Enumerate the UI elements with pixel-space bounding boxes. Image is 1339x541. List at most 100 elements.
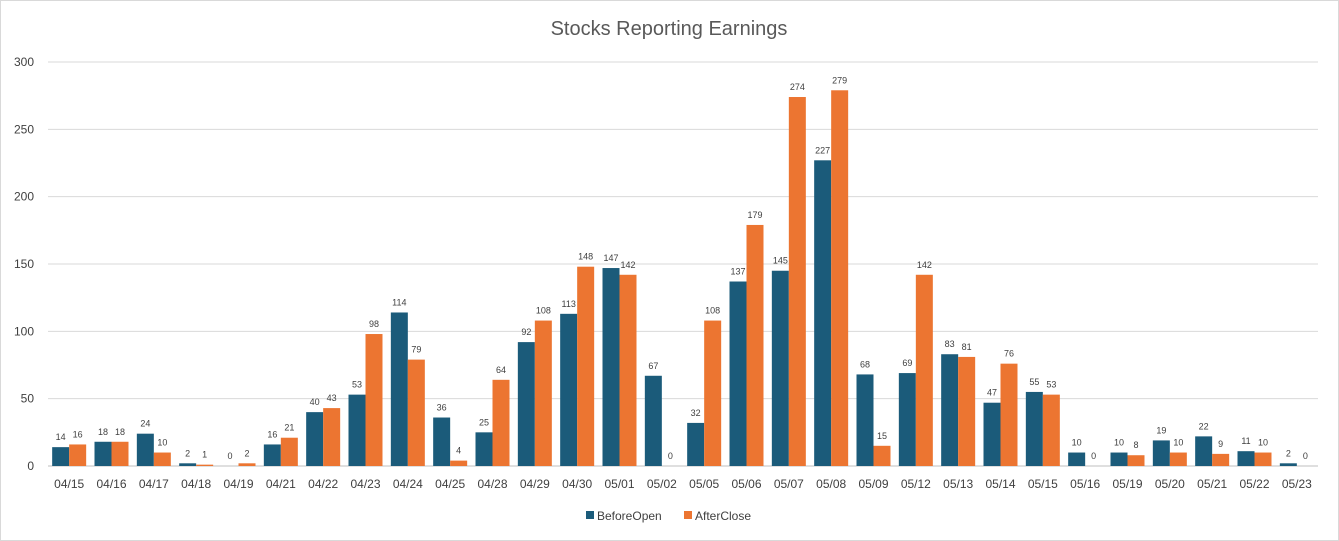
bar-beforeopen bbox=[644, 375, 662, 466]
bar-beforeopen bbox=[94, 441, 112, 466]
data-label: 79 bbox=[411, 345, 421, 355]
data-label: 179 bbox=[747, 210, 762, 220]
data-label: 142 bbox=[917, 260, 932, 270]
data-label: 14 bbox=[56, 432, 66, 442]
bar-beforeopen bbox=[771, 270, 789, 466]
bar-afterclose bbox=[1042, 394, 1060, 466]
data-label: 43 bbox=[327, 393, 337, 403]
chart-title: Stocks Reporting Earnings bbox=[551, 18, 788, 40]
data-label: 0 bbox=[1091, 451, 1096, 461]
x-tick-label: 05/12 bbox=[901, 477, 931, 491]
bar-beforeopen bbox=[263, 444, 281, 466]
x-tick-label: 04/25 bbox=[435, 477, 465, 491]
data-label: 32 bbox=[691, 408, 701, 418]
x-tick-label: 05/23 bbox=[1282, 477, 1312, 491]
bar-beforeopen bbox=[941, 354, 959, 466]
bar-afterclose bbox=[1127, 455, 1145, 466]
y-tick-label: 300 bbox=[14, 55, 34, 69]
legend-swatch bbox=[586, 511, 594, 519]
x-tick-label: 04/30 bbox=[562, 477, 592, 491]
data-label: 114 bbox=[392, 297, 406, 307]
bar-beforeopen bbox=[517, 342, 535, 466]
bar-afterclose bbox=[365, 334, 383, 466]
data-label: 279 bbox=[832, 75, 847, 85]
bar-beforeopen bbox=[1237, 451, 1255, 466]
bar-afterclose bbox=[111, 441, 129, 466]
bar-beforeopen bbox=[1279, 463, 1297, 466]
legend-label: AfterClose bbox=[695, 509, 751, 523]
bar-beforeopen bbox=[348, 394, 366, 466]
x-tick-label: 05/19 bbox=[1112, 477, 1142, 491]
legend-item-afterclose: AfterClose bbox=[684, 509, 751, 523]
data-label: 142 bbox=[620, 260, 635, 270]
bar-beforeopen bbox=[602, 268, 620, 466]
bar-afterclose bbox=[788, 97, 806, 466]
bar-afterclose bbox=[1000, 363, 1018, 466]
x-tick-label: 05/21 bbox=[1197, 477, 1227, 491]
data-label: 2 bbox=[244, 448, 249, 458]
data-label: 55 bbox=[1029, 377, 1039, 387]
data-label: 76 bbox=[1004, 349, 1014, 359]
bar-afterclose bbox=[1169, 452, 1187, 466]
bar-afterclose bbox=[915, 274, 933, 466]
data-label: 92 bbox=[521, 327, 531, 337]
x-tick-label: 05/02 bbox=[647, 477, 677, 491]
bar-afterclose bbox=[704, 320, 722, 466]
bar-afterclose bbox=[492, 379, 510, 466]
bar-beforeopen bbox=[560, 313, 578, 466]
bar-beforeopen bbox=[1068, 452, 1086, 466]
data-label: 9 bbox=[1218, 439, 1223, 449]
y-axis: 0 50 100 150 200 250 300 bbox=[14, 55, 34, 473]
data-label: 53 bbox=[1046, 380, 1056, 390]
data-label: 15 bbox=[877, 431, 887, 441]
bar-beforeopen bbox=[983, 402, 1001, 466]
y-tick-label: 50 bbox=[21, 392, 35, 406]
bar-afterclose bbox=[619, 274, 637, 466]
y-tick-label: 250 bbox=[14, 122, 34, 136]
data-label: 10 bbox=[1072, 438, 1082, 448]
bar-afterclose bbox=[280, 437, 298, 466]
data-label: 68 bbox=[860, 359, 870, 369]
x-tick-label: 04/24 bbox=[393, 477, 423, 491]
x-tick-label: 05/22 bbox=[1239, 477, 1269, 491]
bar-beforeopen bbox=[52, 447, 70, 466]
bar-beforeopen bbox=[433, 417, 451, 466]
data-label: 83 bbox=[945, 339, 955, 349]
data-label: 22 bbox=[1199, 421, 1209, 431]
data-label: 16 bbox=[267, 429, 277, 439]
bar-afterclose bbox=[407, 359, 425, 466]
bar-beforeopen bbox=[179, 463, 197, 466]
y-tick-label: 150 bbox=[14, 257, 34, 271]
bars bbox=[52, 90, 1297, 466]
bar-beforeopen bbox=[814, 160, 832, 466]
data-label: 18 bbox=[115, 427, 125, 437]
bar-afterclose bbox=[238, 463, 256, 466]
x-tick-label: 04/15 bbox=[54, 477, 84, 491]
x-tick-label: 04/29 bbox=[520, 477, 550, 491]
x-tick-label: 05/08 bbox=[816, 477, 846, 491]
x-tick-label: 05/15 bbox=[1028, 477, 1058, 491]
x-tick-label: 05/01 bbox=[604, 477, 634, 491]
bar-beforeopen bbox=[390, 312, 408, 466]
data-label: 1 bbox=[202, 450, 207, 460]
x-tick-label: 05/13 bbox=[943, 477, 973, 491]
data-label: 67 bbox=[648, 361, 658, 371]
data-label: 36 bbox=[437, 403, 447, 413]
bar-beforeopen bbox=[306, 412, 324, 466]
x-tick-label: 05/06 bbox=[731, 477, 761, 491]
x-tick-label: 04/19 bbox=[223, 477, 253, 491]
data-label: 16 bbox=[73, 429, 83, 439]
legend-swatch bbox=[684, 511, 692, 519]
data-label: 25 bbox=[479, 417, 489, 427]
bar-afterclose bbox=[577, 266, 595, 466]
data-label: 81 bbox=[962, 342, 972, 352]
data-label: 21 bbox=[284, 423, 294, 433]
data-label: 4 bbox=[456, 446, 461, 456]
bar-beforeopen bbox=[1110, 452, 1128, 466]
bar-afterclose bbox=[831, 90, 849, 466]
data-label: 53 bbox=[352, 380, 362, 390]
x-tick-label: 05/09 bbox=[858, 477, 888, 491]
bar-afterclose bbox=[1212, 453, 1230, 466]
